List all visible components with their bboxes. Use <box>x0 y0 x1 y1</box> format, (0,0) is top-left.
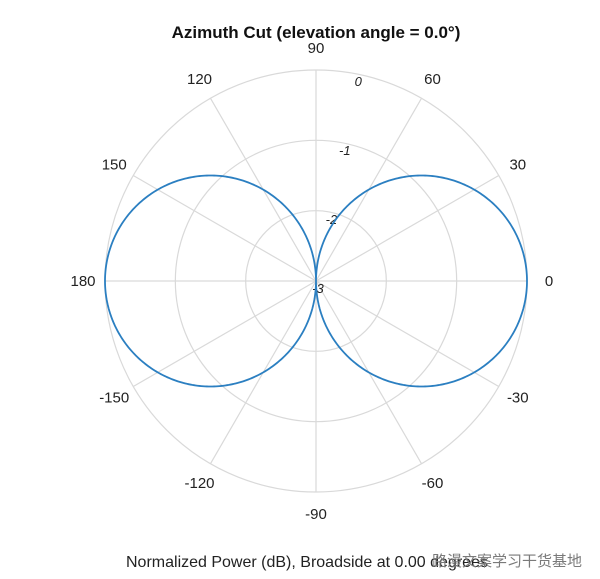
grid-spoke-210 <box>132 280 317 388</box>
angle-label-5: -60 <box>422 475 444 492</box>
angle-label-2: 30 <box>509 157 526 174</box>
grid-spoke-30 <box>315 174 500 282</box>
angle-label-1: 60 <box>424 71 441 88</box>
angle-label-9: 180 <box>70 273 95 290</box>
angle-label-7: -120 <box>184 475 214 492</box>
chart-title: Azimuth Cut (elevation angle = 0.0°) <box>172 23 461 42</box>
radial-label-2: -2 <box>326 212 338 227</box>
angle-label-6: -90 <box>305 506 327 523</box>
radial-label-1: -1 <box>339 143 351 158</box>
angle-label-11: 120 <box>187 71 212 88</box>
grid-spoke-330 <box>315 280 500 388</box>
watermark-text: 路漫文案学习干货基地 <box>432 552 582 570</box>
radial-tick-labels: 0 -1 -2 -3 <box>312 74 362 296</box>
chart-caption: Normalized Power (dB), Broadside at 0.00… <box>126 554 488 571</box>
angle-label-0: 90 <box>308 40 325 57</box>
radial-label-0: 0 <box>355 74 363 89</box>
angle-label-10: 150 <box>102 157 127 174</box>
angle-label-3: 0 <box>545 273 553 290</box>
angle-label-8: -150 <box>99 390 129 407</box>
series-line-0 <box>104 174 528 388</box>
angle-label-4: -30 <box>507 390 529 407</box>
series-group <box>104 174 528 388</box>
radial-label-3: -3 <box>312 281 324 296</box>
grid-spoke-150 <box>132 174 317 282</box>
